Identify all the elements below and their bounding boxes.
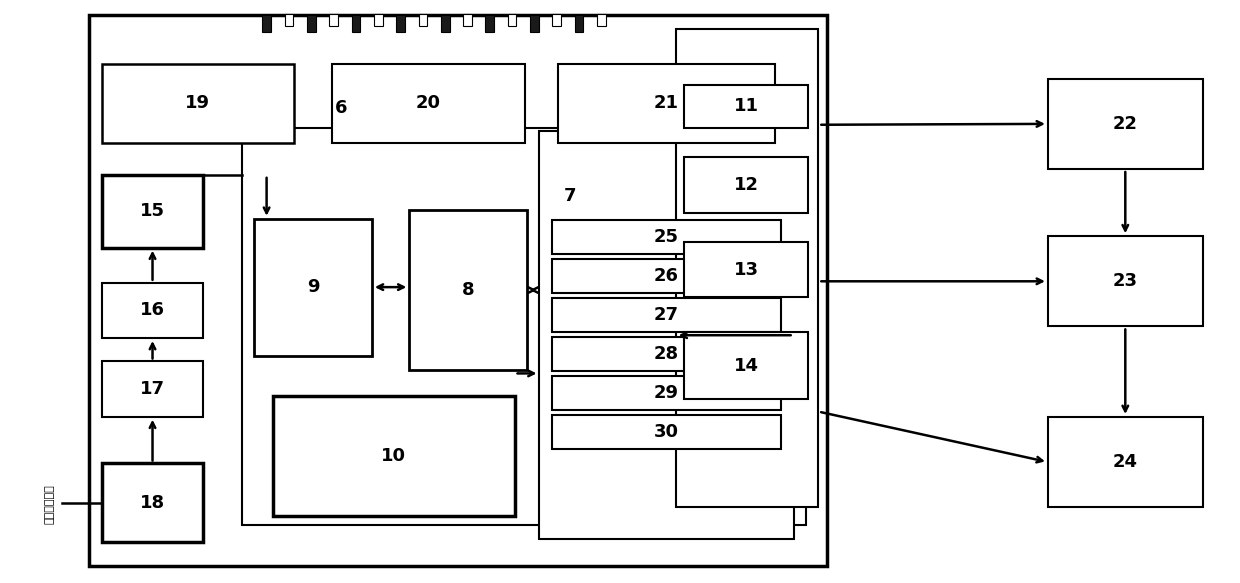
Bar [575,15,584,32]
Bar [552,415,781,449]
Text: 11: 11 [734,97,759,115]
Bar [552,337,781,371]
Bar [419,14,427,26]
Bar [684,85,808,128]
Bar [684,242,808,297]
Text: 21: 21 [653,94,680,113]
Bar [284,14,293,26]
Text: 15: 15 [140,202,165,220]
Bar [684,332,808,399]
Bar [596,14,605,26]
Bar [441,15,449,32]
Bar [102,64,294,143]
Bar [263,15,270,32]
Bar [676,29,818,507]
Text: 18: 18 [140,494,165,512]
Bar [306,15,315,32]
Text: 16: 16 [140,301,165,319]
Bar [273,396,515,516]
Text: 6: 6 [335,99,347,117]
Bar [102,463,203,542]
Text: 28: 28 [653,345,680,363]
Bar [102,175,203,248]
Bar [374,14,382,26]
Bar [552,259,781,293]
Bar [1048,79,1203,169]
Bar [552,376,781,410]
Text: 7: 7 [564,187,577,205]
Bar [1048,417,1203,507]
Text: 10: 10 [381,447,407,465]
Bar [684,157,808,213]
Bar [508,14,517,26]
Bar [89,15,827,566]
Bar [531,15,538,32]
Text: 8: 8 [461,281,475,299]
Text: 30: 30 [653,423,680,441]
Bar [329,14,337,26]
Text: 26: 26 [653,267,680,285]
Text: 23: 23 [1112,272,1138,290]
Bar [397,15,404,32]
Text: 27: 27 [653,306,680,324]
Bar [409,210,527,370]
Text: 19: 19 [185,94,211,113]
Bar [102,361,203,417]
Bar [332,64,525,143]
Text: 9: 9 [306,278,320,296]
Bar [463,14,471,26]
Bar [552,220,781,254]
Bar [539,131,794,539]
Bar [1048,236,1203,326]
Text: 检测气体样品: 检测气体样品 [45,484,55,524]
Text: 29: 29 [653,384,680,402]
Bar [242,128,806,525]
Bar [102,283,203,338]
Bar [254,219,372,356]
Text: 14: 14 [734,357,759,375]
Text: 13: 13 [734,261,759,279]
Bar [485,15,494,32]
Bar [352,15,360,32]
Text: 24: 24 [1112,453,1138,471]
Bar [552,14,560,26]
Text: 22: 22 [1112,115,1138,133]
Text: 17: 17 [140,380,165,398]
Text: 25: 25 [653,228,680,245]
Bar [558,64,775,143]
Text: 20: 20 [415,94,441,113]
Bar [552,298,781,332]
Text: 12: 12 [734,176,759,194]
